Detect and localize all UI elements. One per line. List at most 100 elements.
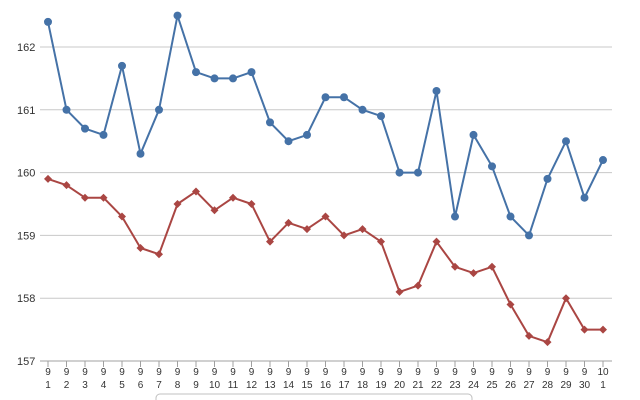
data-point: [99, 193, 108, 202]
x-tick-label-month: 9: [156, 367, 162, 378]
data-point: [229, 74, 237, 83]
x-tick-label-month: 9: [452, 367, 458, 378]
x-tick-label-month: 9: [138, 367, 144, 378]
x-tick-label-day: 17: [338, 380, 350, 391]
x-tick-label-day: 7: [156, 380, 162, 391]
data-point: [377, 112, 385, 121]
x-tick-label-day: 10: [209, 380, 221, 391]
data-point: [210, 74, 219, 83]
x-tick-label-month: 9: [378, 367, 384, 378]
data-point: [562, 137, 570, 146]
x-tick-label-day: 25: [486, 380, 498, 391]
x-tick-label-month: 9: [119, 367, 125, 378]
data-point: [118, 212, 126, 221]
data-point: [469, 130, 478, 139]
data-point: [44, 174, 52, 183]
data-point: [99, 130, 108, 139]
data-point: [229, 193, 237, 202]
data-point: [358, 105, 367, 114]
data-point: [414, 168, 422, 177]
x-tick-label-month: 9: [397, 367, 403, 378]
y-tick-label: 162: [17, 42, 35, 54]
data-point: [340, 231, 348, 240]
x-tick-label-month: 9: [286, 367, 292, 378]
data-point: [599, 156, 607, 165]
data-point: [525, 231, 533, 240]
x-tick-label-day: 27: [523, 380, 535, 391]
series-group: [44, 11, 607, 347]
data-point: [192, 68, 200, 77]
data-point: [358, 225, 367, 234]
x-tick-label-month: 9: [526, 367, 532, 378]
data-point: [506, 212, 515, 221]
data-point: [340, 93, 348, 102]
data-point: [451, 262, 459, 271]
data-point: [580, 325, 589, 334]
x-axis: 9192939495969798999109119129139149159169…: [40, 360, 612, 391]
x-tick-label-month: 9: [508, 367, 514, 378]
gridlines: [40, 46, 612, 299]
x-tick-label-day: 30: [579, 380, 591, 391]
series-1: [44, 11, 607, 240]
y-tick-label: 161: [17, 105, 35, 117]
data-point: [81, 193, 89, 202]
x-tick-label-day: 26: [505, 380, 517, 391]
data-point: [173, 11, 182, 20]
legend-box: [155, 393, 473, 400]
data-point: [432, 86, 441, 95]
x-tick-label-month: 9: [193, 367, 199, 378]
x-tick-label-day: 28: [542, 380, 554, 391]
data-point: [469, 269, 478, 278]
data-point: [62, 181, 71, 190]
x-tick-label-day: 1: [45, 380, 51, 391]
series-line: [47, 177, 603, 344]
x-tick-label-day: 2: [64, 380, 70, 391]
x-tick-label-month: 9: [230, 367, 236, 378]
x-tick-label-day: 1: [600, 380, 606, 391]
x-tick-label-day: 21: [412, 380, 424, 391]
x-tick-label-month: 9: [45, 367, 51, 378]
data-point: [599, 325, 607, 334]
data-point: [543, 338, 552, 347]
data-point: [321, 93, 330, 102]
x-tick-label-day: 4: [101, 380, 107, 391]
x-tick-label-month: 9: [489, 367, 495, 378]
x-tick-label-month: 10: [597, 367, 609, 378]
x-tick-label-day: 29: [560, 380, 572, 391]
y-axis-ticks: 157 158 159 160 161 162: [17, 42, 35, 368]
x-tick-label-month: 9: [341, 367, 347, 378]
data-point: [488, 262, 496, 271]
data-point: [136, 243, 145, 252]
data-point: [395, 287, 404, 296]
x-tick-label-day: 5: [119, 380, 125, 391]
x-tick-label-day: 13: [264, 380, 276, 391]
x-tick-label-month: 9: [249, 367, 255, 378]
x-tick-label-day: 18: [357, 380, 369, 391]
data-point: [210, 206, 219, 215]
data-point: [173, 200, 182, 208]
x-tick-label-month: 9: [434, 367, 440, 378]
data-point: [118, 61, 126, 70]
x-tick-label-month: 9: [563, 367, 569, 378]
x-tick-label-day: 20: [394, 380, 406, 391]
x-tick-label-day: 12: [246, 380, 258, 391]
x-tick-label-day: 3: [82, 380, 88, 391]
data-point: [192, 187, 200, 196]
data-point: [266, 118, 274, 127]
x-tick-label-day: 23: [449, 380, 461, 391]
x-tick-label-month: 9: [82, 367, 88, 378]
x-tick-label-day: 6: [138, 380, 144, 391]
x-tick-label-month: 9: [304, 367, 310, 378]
data-point: [266, 237, 274, 246]
data-point: [562, 294, 570, 303]
data-point: [81, 124, 89, 133]
data-point: [377, 237, 385, 246]
data-point: [414, 281, 422, 290]
data-point: [247, 200, 256, 208]
x-tick-label-month: 9: [267, 367, 273, 378]
series-line: [47, 14, 604, 237]
data-point: [506, 300, 515, 309]
y-tick-label: 160: [17, 168, 35, 180]
data-point: [62, 105, 71, 114]
